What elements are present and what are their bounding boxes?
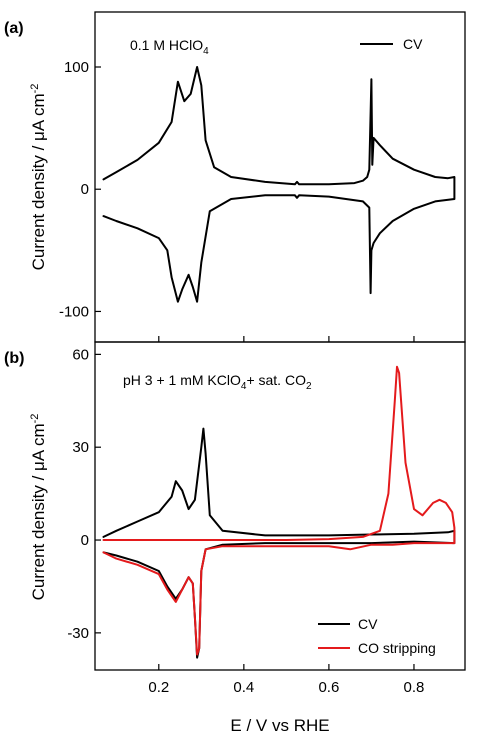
series-line-cv (102, 66, 456, 303)
panel-b-legend-label-cv: CV (358, 616, 378, 632)
panel-a-curves (102, 66, 456, 303)
x-tick-label: 0.8 (404, 679, 425, 696)
panel-b-legend: CV CO stripping (318, 616, 436, 656)
x-tick-label: 0.6 (318, 679, 339, 696)
panel-b-label: (b) (4, 350, 24, 367)
y-tick-label: 100 (64, 59, 89, 76)
y-tick-label: -100 (59, 303, 89, 320)
panel-b-y-axis-title: Current density / μA cm-2 (29, 414, 48, 601)
panel-b: (b) pH 3 + 1 mM KClO4+ sat. CO2 CV CO st… (4, 341, 466, 735)
series-line-co-stripping (102, 365, 456, 656)
panel-a-label: (a) (4, 20, 24, 37)
y-tick-label: 0 (81, 181, 89, 198)
y-tick-label: -30 (67, 625, 89, 642)
panel-a-legend-label-cv: CV (403, 36, 423, 52)
panel-a-frame (94, 11, 466, 343)
panel-b-curves (102, 365, 456, 659)
panel-b-annotation: pH 3 + 1 mM KClO4+ sat. CO2 (123, 372, 312, 392)
panel-a-legend: CV (360, 36, 423, 52)
panel-a-x-ticks (158, 336, 415, 342)
panel-b-y-ticks: 60 30 0 -30 (67, 346, 101, 642)
panel-a-y-ticks: 100 0 -100 (59, 59, 101, 320)
x-tick-label: 0.4 (233, 679, 254, 696)
panel-a-y-axis-title: Current density / μA cm-2 (29, 84, 48, 271)
y-tick-label: 30 (72, 439, 89, 456)
panel-a-annotation: 0.1 M HClO4 (130, 37, 209, 57)
panel-b-legend-label-co: CO stripping (358, 640, 436, 656)
y-tick-label: 0 (81, 532, 89, 549)
x-axis-title: E / V vs RHE (230, 716, 329, 735)
y-tick-label: 60 (72, 346, 89, 363)
panel-b-frame (94, 341, 466, 671)
panel-b-x-ticks: 0.2 0.4 0.6 0.8 (148, 664, 424, 696)
panel-a: (a) 0.1 M HClO4 CV 100 0 -100 Current dens… (4, 11, 466, 343)
x-tick-label: 0.2 (148, 679, 169, 696)
